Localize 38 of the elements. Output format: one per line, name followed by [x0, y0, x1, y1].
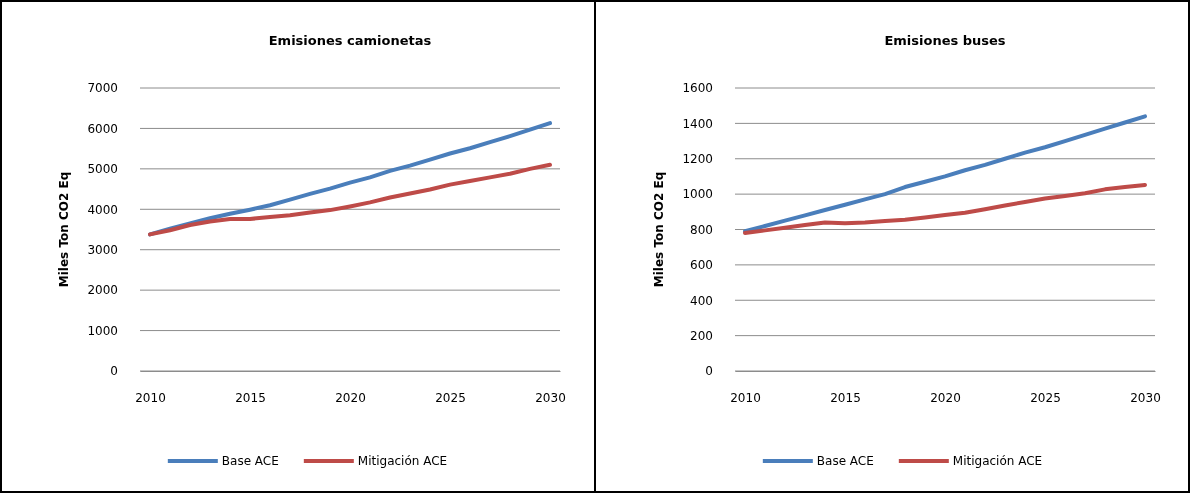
x-tick-label: 2015 — [235, 390, 266, 405]
y-tick-label: 4000 — [87, 202, 118, 217]
y-axis-title: Miles Ton CO2 Eq — [652, 171, 666, 288]
y-tick-label: 5000 — [87, 162, 118, 177]
y-tick-label: 6000 — [87, 121, 118, 136]
x-tick-label: 2020 — [335, 390, 366, 405]
x-tick-label: 2025 — [435, 390, 466, 405]
y-tick-label: 7000 — [87, 81, 118, 96]
chart-title: Emisiones buses — [884, 33, 1006, 48]
x-tick-label: 2020 — [930, 390, 961, 405]
y-tick-label: 800 — [690, 222, 713, 237]
legend-label: Base ACE — [221, 454, 279, 468]
x-tick-label: 2030 — [1130, 390, 1161, 405]
x-tick-label: 2025 — [1030, 390, 1061, 405]
legend-label: Base ACE — [816, 454, 874, 468]
legend-label: Mitigación ACE — [357, 454, 448, 468]
y-tick-label: 1200 — [682, 152, 713, 167]
y-tick-label: 600 — [690, 258, 713, 273]
x-tick-label: 2015 — [830, 390, 861, 405]
y-tick-label: 0 — [705, 364, 713, 379]
x-tick-label: 2030 — [535, 390, 566, 405]
y-axis-title: Miles Ton CO2 Eq — [57, 171, 71, 288]
y-tick-label: 1000 — [682, 187, 713, 202]
y-tick-label: 3000 — [87, 243, 118, 258]
y-tick-label: 1400 — [682, 116, 713, 131]
line-series — [148, 162, 552, 237]
y-tick-label: 1600 — [682, 81, 713, 96]
y-tick-label: 2000 — [87, 283, 118, 298]
y-tick-label: 1000 — [87, 323, 118, 338]
line-series — [743, 182, 1147, 236]
chart-title: Emisiones camionetas — [268, 33, 432, 48]
y-tick-label: 0 — [110, 364, 118, 379]
y-tick-label: 400 — [690, 293, 713, 308]
y-tick-label: 200 — [690, 328, 713, 343]
x-tick-label: 2010 — [730, 390, 761, 405]
x-tick-label: 2010 — [135, 390, 166, 405]
legend-label: Mitigación ACE — [952, 454, 1043, 468]
line-series — [743, 114, 1147, 234]
